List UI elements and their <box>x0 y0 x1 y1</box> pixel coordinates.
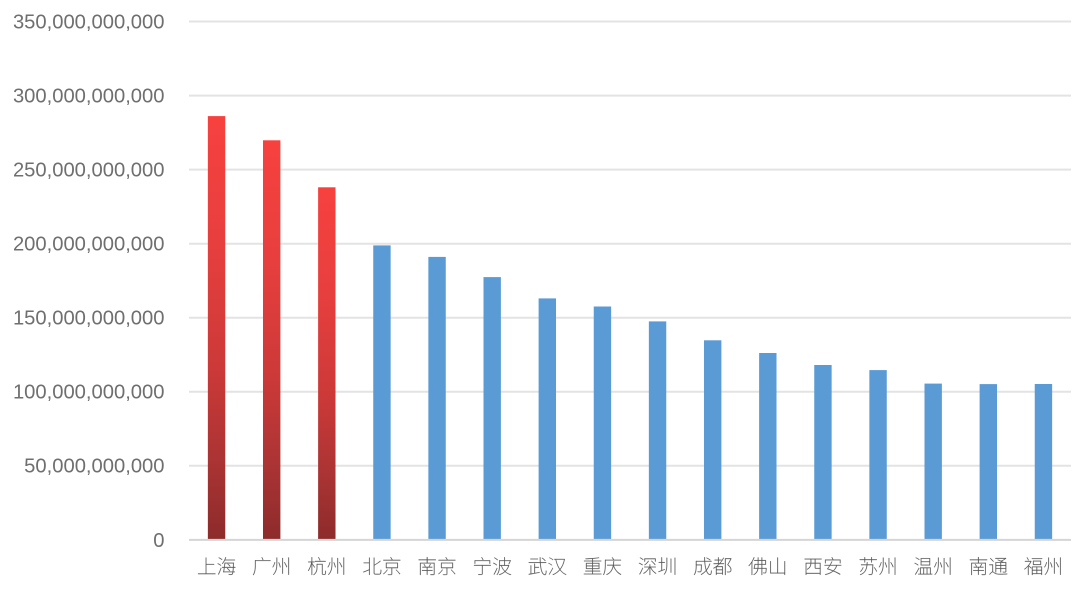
svg-text:250,000,000,000: 250,000,000,000 <box>13 160 165 182</box>
svg-text:350,000,000,000: 350,000,000,000 <box>13 11 165 33</box>
svg-text:50,000,000,000: 50,000,000,000 <box>24 456 164 478</box>
svg-text:100,000,000,000: 100,000,000,000 <box>13 382 165 404</box>
svg-text:300,000,000,000: 300,000,000,000 <box>13 86 165 108</box>
svg-text:0: 0 <box>153 530 164 552</box>
svg-text:200,000,000,000: 200,000,000,000 <box>13 234 165 256</box>
svg-text:150,000,000,000: 150,000,000,000 <box>13 308 165 330</box>
